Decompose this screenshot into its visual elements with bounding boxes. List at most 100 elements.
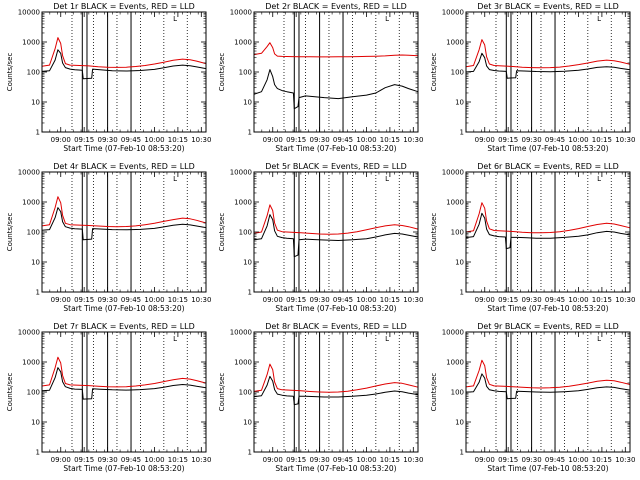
x-tick-label: 09:30	[98, 296, 118, 304]
lld-series-line	[41, 196, 207, 228]
y-tick-label: 10000	[230, 329, 252, 337]
panel-title: Det 1r BLACK = Events, RED = LLD	[53, 2, 195, 11]
x-tick-label: 10:15	[380, 456, 400, 464]
x-tick-label: 09:45	[121, 456, 141, 464]
x-tick-label: 09:30	[522, 136, 542, 144]
y-axis-label: Counts/sec	[430, 373, 438, 412]
x-tick-label: 09:15	[498, 136, 518, 144]
y-tick-label: 10000	[230, 9, 252, 17]
y-tick-label: 1	[248, 129, 252, 137]
panel-title: Det 6r BLACK = Events, RED = LLD	[477, 162, 619, 171]
panel-title: Det 5r BLACK = Events, RED = LLD	[265, 162, 407, 171]
y-tick-label: 10	[455, 259, 464, 267]
x-tick-label: 09:45	[333, 136, 353, 144]
x-tick-label: 10:30	[615, 296, 635, 304]
x-tick-label: 09:00	[475, 456, 495, 464]
y-tick-label: 1	[36, 129, 40, 137]
x-tick-label: 10:30	[403, 456, 423, 464]
y-tick-label: 10000	[18, 329, 40, 337]
lld-series-line	[465, 359, 631, 389]
y-axis-label: Counts/sec	[6, 373, 14, 412]
x-tick-label: 10:30	[191, 136, 211, 144]
lld-series-line	[253, 204, 419, 235]
panel-title: Det 8r BLACK = Events, RED = LLD	[265, 322, 407, 331]
x-tick-label: 10:00	[568, 456, 588, 464]
x-tick-label: 10:00	[568, 296, 588, 304]
x-tick-label: 09:00	[475, 296, 495, 304]
panel-title: Det 9r BLACK = Events, RED = LLD	[477, 322, 619, 331]
y-tick-label: 1	[248, 289, 252, 297]
x-tick-label: 10:15	[380, 296, 400, 304]
x-tick-label: 10:30	[403, 296, 423, 304]
x-tick-label: 09:30	[310, 456, 330, 464]
plot-frame	[253, 11, 419, 133]
y-tick-label: 10	[243, 99, 252, 107]
events-series-line	[465, 52, 631, 79]
events-series-line	[41, 207, 207, 241]
plot-frame	[41, 331, 207, 453]
y-tick-label: 1000	[234, 39, 252, 47]
plot-frame	[253, 171, 419, 293]
x-tick-label: 09:30	[310, 136, 330, 144]
y-tick-label: 10	[455, 419, 464, 427]
x-tick-label: 10:00	[356, 136, 376, 144]
x-axis-label: Start Time (07-Feb-10 08:53:20)	[63, 144, 184, 153]
x-tick-label: 09:30	[522, 456, 542, 464]
y-tick-label: 10	[243, 419, 252, 427]
lld-series-line	[253, 42, 419, 58]
x-tick-label: 09:15	[286, 296, 306, 304]
x-tick-label: 10:15	[592, 456, 612, 464]
det-panel: Det 4r BLACK = Events, RED = LLD L 1 10 100 1…	[6, 162, 211, 313]
events-series-line	[41, 49, 207, 80]
x-tick-label: 09:45	[121, 136, 141, 144]
plot-frame	[41, 11, 207, 133]
x-tick-label: 10:15	[592, 296, 612, 304]
y-tick-label: 1	[460, 449, 464, 457]
x-tick-label: 10:30	[403, 136, 423, 144]
y-tick-label: 100	[239, 69, 252, 77]
lld-series-line	[41, 37, 207, 68]
det-panel: Det 2r BLACK = Events, RED = LLD L 1 10 100 1…	[218, 2, 423, 153]
y-tick-label: 1000	[446, 359, 464, 367]
y-axis-label: Counts/sec	[6, 53, 14, 92]
y-tick-label: 1000	[446, 39, 464, 47]
y-tick-label: 100	[239, 229, 252, 237]
events-series-line	[41, 367, 207, 400]
det-panel: Det 1r BLACK = Events, RED = LLD L 1 10 100 1…	[6, 2, 211, 153]
y-tick-label: 1000	[446, 199, 464, 207]
y-tick-label: 1000	[22, 199, 40, 207]
y-tick-label: 1000	[234, 199, 252, 207]
marker-label: L	[597, 15, 601, 23]
y-tick-label: 10000	[442, 9, 464, 17]
x-axis-label: Start Time (07-Feb-10 08:53:20)	[275, 464, 396, 473]
y-tick-label: 100	[27, 389, 40, 397]
x-tick-label: 10:30	[615, 136, 635, 144]
marker-label: L	[173, 175, 177, 183]
x-axis-label: Start Time (07-Feb-10 08:53:20)	[487, 304, 608, 313]
x-tick-label: 09:30	[310, 296, 330, 304]
y-tick-label: 10	[243, 259, 252, 267]
x-tick-label: 09:45	[333, 296, 353, 304]
lld-series-line	[465, 202, 631, 234]
x-tick-label: 10:30	[191, 296, 211, 304]
x-tick-label: 10:15	[168, 296, 188, 304]
x-tick-label: 09:15	[74, 136, 94, 144]
y-tick-label: 10	[31, 419, 40, 427]
det-panel: Det 8r BLACK = Events, RED = LLD L 1 10 100 1…	[218, 322, 423, 473]
x-tick-label: 10:30	[615, 456, 635, 464]
x-axis-label: Start Time (07-Feb-10 08:53:20)	[275, 304, 396, 313]
x-tick-label: 09:45	[545, 136, 565, 144]
y-tick-label: 1	[36, 289, 40, 297]
x-tick-label: 10:00	[144, 136, 164, 144]
x-tick-label: 09:00	[51, 296, 71, 304]
lld-series-line	[41, 356, 207, 388]
lld-series-line	[253, 363, 419, 393]
y-tick-label: 100	[451, 229, 464, 237]
events-series-line	[465, 373, 631, 400]
y-axis-label: Counts/sec	[430, 213, 438, 252]
x-tick-label: 10:30	[191, 456, 211, 464]
x-axis-label: Start Time (07-Feb-10 08:53:20)	[487, 144, 608, 153]
x-tick-label: 09:30	[98, 456, 118, 464]
marker-label: L	[173, 335, 177, 343]
